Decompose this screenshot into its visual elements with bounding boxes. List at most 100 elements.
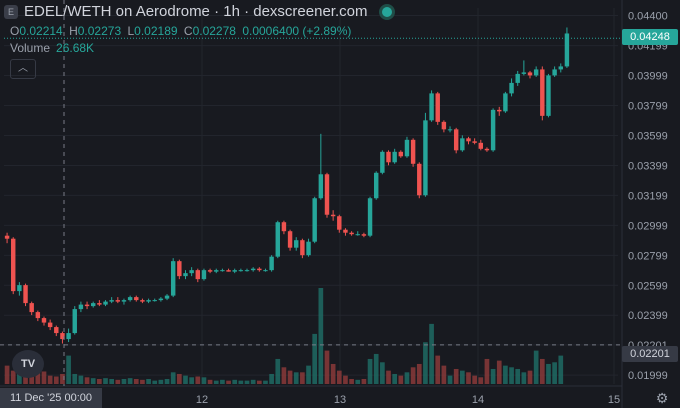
chart-header: E EDEL/WETH on Aerodrome · 1h · dexscree…	[4, 3, 396, 20]
candle-body	[220, 270, 225, 272]
volume-label: Volume	[10, 41, 51, 55]
low-label: L	[127, 24, 135, 38]
volume-bar	[539, 358, 545, 384]
candle-body	[11, 238, 16, 292]
candle-body	[423, 120, 428, 196]
volume-bar	[503, 365, 508, 384]
volume-bar	[336, 370, 342, 384]
volume-bar	[275, 358, 281, 384]
volume-bar	[472, 375, 477, 384]
ohlc-legend: O0.02214 H0.02273 L0.02189 C0.02278 0.00…	[10, 24, 354, 38]
volume-bar	[213, 380, 219, 384]
open-value: 0.02214	[19, 24, 63, 38]
price-tick-label: 0.02799	[628, 250, 668, 262]
volume-bar	[90, 378, 96, 384]
status-dot-icon	[379, 3, 396, 20]
volume-bar	[164, 378, 170, 384]
pair-icon: E	[4, 4, 18, 19]
volume-bar	[447, 375, 453, 384]
price-tick-label: 0.03399	[628, 160, 668, 172]
settings-icon[interactable]: ⚙	[655, 390, 669, 406]
volume-bar	[140, 379, 145, 384]
tradingview-logo[interactable]: TV	[12, 350, 44, 378]
candle-body	[410, 139, 416, 164]
candle-body	[207, 270, 213, 272]
candle-body	[281, 222, 287, 232]
volume-bar	[312, 333, 318, 384]
candle-body	[17, 285, 22, 292]
candle-body	[158, 298, 164, 301]
volume-bar	[533, 350, 539, 384]
price-tick-label: 0.02599	[628, 280, 668, 292]
candle-body	[41, 318, 47, 323]
volume-bar	[41, 371, 47, 384]
candle-body	[398, 151, 404, 157]
volume-bar	[238, 380, 244, 384]
volume-bar	[78, 375, 84, 384]
candle-body	[540, 69, 545, 116]
volume-bar	[250, 379, 256, 384]
volume-bar	[256, 380, 262, 384]
candle-body	[54, 327, 59, 334]
time-tick-label: 13	[334, 394, 346, 406]
candle-body	[417, 163, 422, 196]
volume-bar	[509, 367, 514, 384]
volume-bar	[287, 370, 293, 384]
volume-bar	[496, 360, 502, 384]
candle-body	[152, 300, 157, 302]
candle-body	[294, 240, 299, 248]
chevron-up-icon: ︿	[18, 63, 28, 74]
candle-body	[201, 270, 207, 280]
candle-body	[164, 295, 170, 299]
collapse-legend-button[interactable]: ︿	[10, 59, 36, 79]
candle-body	[146, 300, 151, 302]
volume-bar	[552, 362, 557, 384]
candle-body	[287, 231, 293, 248]
volume-bar	[343, 375, 348, 384]
candle-body	[552, 69, 557, 76]
candle-body	[232, 270, 237, 272]
candle-body	[466, 138, 471, 142]
candle-body	[97, 303, 102, 305]
candle-body	[435, 93, 440, 122]
candle-body	[177, 261, 182, 277]
candle-body	[60, 333, 65, 340]
volume-bar	[306, 365, 311, 384]
candle-body	[490, 109, 496, 151]
volume-bar	[244, 380, 250, 384]
candle-body	[472, 141, 477, 143]
candle-body	[4, 235, 10, 239]
volume-bar	[355, 379, 361, 384]
candle-body	[195, 270, 201, 280]
candle-body	[533, 69, 539, 76]
candle-body	[527, 72, 533, 76]
candle-body	[170, 261, 176, 296]
candle-body	[515, 73, 520, 83]
volume-bar	[380, 362, 385, 384]
volume-bar	[459, 370, 465, 384]
chart-title: EDEL/WETH on Aerodrome · 1h · dexscreene…	[24, 3, 368, 20]
volume-bar	[398, 375, 404, 384]
candle-body	[300, 240, 305, 256]
volume-bar	[324, 350, 330, 384]
candle-body	[546, 75, 551, 116]
candle-body	[66, 333, 71, 340]
candle-body	[460, 138, 465, 151]
volume-bar	[478, 377, 484, 384]
volume-bar	[127, 378, 133, 384]
volume-bar	[330, 363, 336, 384]
candle-body	[269, 256, 274, 271]
volume-bar	[170, 372, 176, 384]
change-value: 0.0006400 (+2.89%)	[242, 24, 352, 38]
price-tick-label: 0.03999	[628, 71, 668, 83]
candle-body	[214, 270, 219, 272]
volume-bar	[53, 376, 59, 384]
candle-body	[103, 301, 108, 305]
volume-bar	[515, 368, 521, 384]
candle-body	[324, 174, 330, 215]
volume-bar	[558, 355, 564, 384]
volume-bar	[226, 380, 231, 384]
candle-body	[404, 139, 410, 157]
